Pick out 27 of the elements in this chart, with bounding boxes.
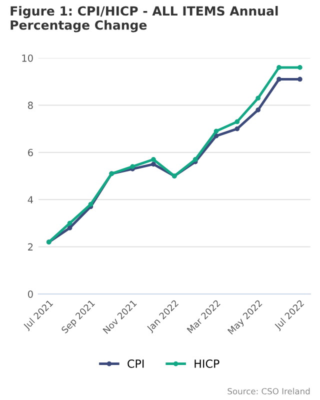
point	[276, 65, 282, 70]
legend-label: CPI	[128, 359, 144, 368]
point	[256, 107, 261, 112]
chart-title: Figure 1: CPI/HICP - ALL ITEMS Annual Percentage Change	[10, 6, 278, 32]
point	[151, 157, 156, 162]
y-tick-label: 4	[28, 196, 33, 204]
point	[151, 162, 156, 167]
source-note: Source: CSO Ireland	[228, 388, 310, 394]
point	[276, 76, 282, 82]
y-tick-label: 0	[28, 290, 33, 298]
y-tick-label: 10	[22, 54, 33, 62]
point	[298, 65, 302, 70]
point	[130, 164, 135, 169]
point	[298, 76, 302, 82]
point	[67, 225, 72, 230]
point	[67, 220, 72, 226]
y-tick-label: 8	[28, 102, 33, 110]
point	[234, 126, 240, 132]
point	[192, 157, 198, 162]
point	[88, 202, 94, 207]
point	[214, 133, 219, 138]
y-tick-label: 6	[28, 148, 33, 156]
y-tick-label: 2	[28, 243, 33, 250]
point	[234, 119, 240, 124]
point	[256, 96, 261, 101]
point	[214, 128, 219, 134]
legend-label: HICP	[194, 359, 220, 368]
